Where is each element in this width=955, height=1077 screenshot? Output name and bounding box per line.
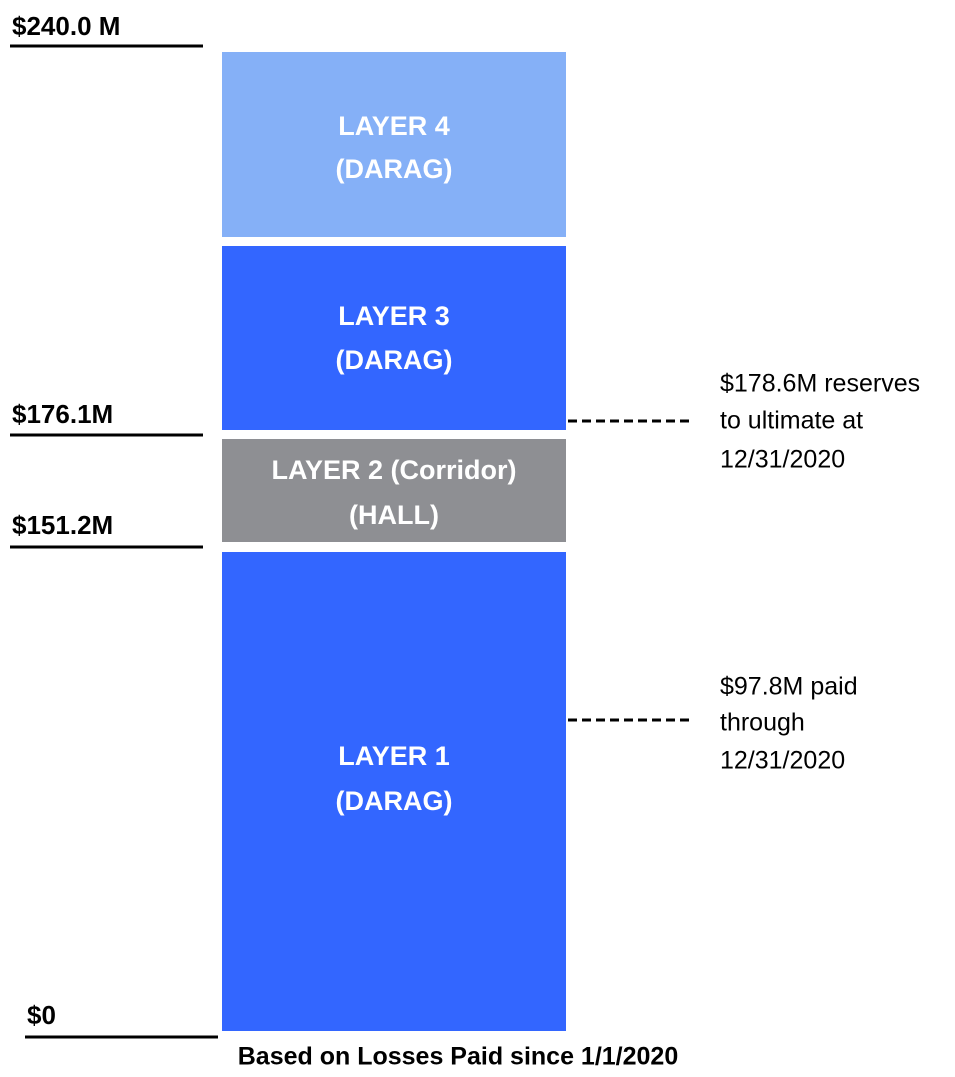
layer-box [222,246,566,430]
annotation-line: $178.6M reserves [720,370,920,398]
annotation-line: through [720,709,805,737]
layer-insurer: (DARAG) [336,786,453,816]
level-label: $176.1M [12,399,113,429]
layer-insurer: (DARAG) [336,154,453,184]
level-label: $151.2M [12,510,113,540]
annotation-line: to ultimate at [720,407,863,435]
annotation-line: 12/31/2020 [720,747,845,775]
level-label: $0 [27,1000,56,1030]
layer-box [222,552,566,1031]
annotation-line: 12/31/2020 [720,446,845,474]
layer-name: LAYER 3 [338,301,450,331]
layer-box [222,439,566,542]
annotation-line: $97.8M paid [720,673,858,701]
layer-box [222,52,566,237]
layer-insurer: (DARAG) [336,345,453,375]
level-label: $240.0 M [12,11,120,41]
layer-name: LAYER 4 [338,111,450,141]
layer-name: LAYER 2 (Corridor) [271,455,516,485]
footer: Based on Losses Paid since 1/1/2020 [238,1043,679,1071]
layer-name: LAYER 1 [338,741,450,771]
layer-insurer: (HALL) [349,500,439,530]
